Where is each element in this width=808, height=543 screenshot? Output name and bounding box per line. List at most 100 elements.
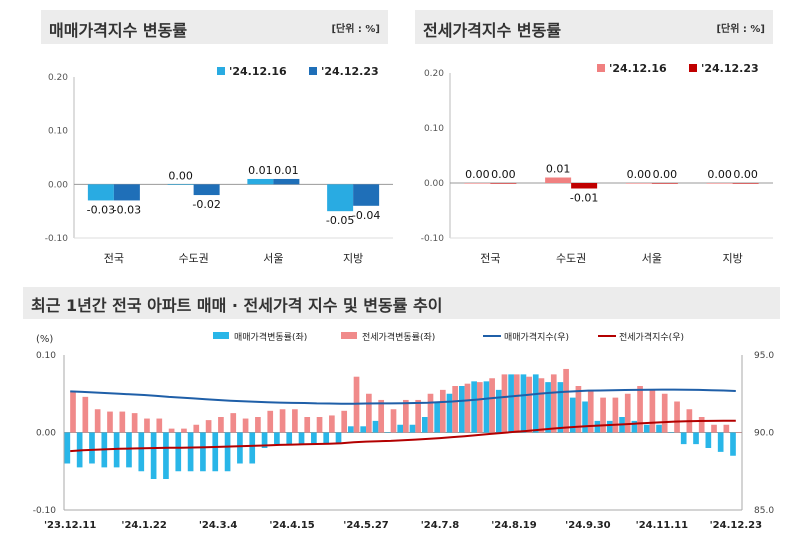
trend-bar-s1-1 xyxy=(82,396,89,433)
trend-bar-s1-13 xyxy=(230,413,237,433)
trend-bar-s1-33 xyxy=(476,382,483,433)
trend-bar-s1-28 xyxy=(415,399,421,433)
trend-bar-s1-48 xyxy=(661,393,668,433)
trend-bar-s1-34 xyxy=(489,378,495,433)
trend-bar-s1-45 xyxy=(624,393,631,433)
sale-unit: [단위 : %] xyxy=(331,24,380,35)
sale-bar-s0-1 xyxy=(167,184,194,185)
sale-bar-s1-2 xyxy=(273,178,300,185)
jeonse-category-3: 지방 xyxy=(723,252,743,265)
trend-bar-s1-46 xyxy=(637,386,643,433)
jeonse-category-0: 전국 xyxy=(480,252,500,265)
jeonse-legend-swatch-0 xyxy=(597,64,605,72)
trend-bar-s0-5 xyxy=(126,432,132,468)
sale-legend-label-0: '24.12.16 xyxy=(229,65,287,78)
trend-bar-s0-18 xyxy=(286,432,293,445)
trend-x-tick: '24.7.8 xyxy=(421,520,460,531)
jeonse-ytick: -0.10 xyxy=(421,234,445,244)
trend-bar-s0-38 xyxy=(532,374,539,433)
jeonse-bar-s0-3 xyxy=(706,183,733,184)
trend-bar-s1-20 xyxy=(316,417,323,433)
trend-left-tick: 0.10 xyxy=(36,351,56,361)
trend-bar-s1-22 xyxy=(341,410,348,433)
trend-bar-s1-16 xyxy=(267,410,274,433)
trend-bar-s1-10 xyxy=(193,424,200,433)
trend-bar-s0-26 xyxy=(385,432,391,433)
trend-legend-label-0: 매매가격변동률(좌) xyxy=(234,331,307,343)
trend-bar-s0-10 xyxy=(187,432,194,472)
trend-bar-s1-5 xyxy=(131,413,138,433)
jeonse-legend-label-0: '24.12.16 xyxy=(609,62,667,75)
trend-bar-s1-44 xyxy=(612,397,619,433)
sale-panel-title: 매매가격지수 변동률 [단위 : %] xyxy=(41,10,388,44)
trend-bar-s0-53 xyxy=(717,432,724,452)
trend-bar-s0-28 xyxy=(409,424,416,433)
trend-x-tick: '24.11.11 xyxy=(636,520,688,531)
trend-x-tick: '23.12.11 xyxy=(44,520,96,531)
trend-legend-swatch-1 xyxy=(341,332,357,339)
trend-left-tick: -0.10 xyxy=(33,506,57,516)
trend-bar-s0-25 xyxy=(372,420,379,433)
trend-bar-s1-17 xyxy=(279,409,286,433)
trend-legend-label-3: 전세가격지수(우) xyxy=(619,331,684,343)
jeonse-bar-s0-1 xyxy=(545,177,572,183)
trend-bar-s1-43 xyxy=(600,397,606,433)
sale-category-1: 수도권 xyxy=(178,252,208,265)
trend-bar-s0-27 xyxy=(397,424,403,433)
sale-ytick: 0.00 xyxy=(48,180,68,190)
jeonse-data-label-s1-3: 0.00 xyxy=(733,168,758,181)
trend-bar-s1-49 xyxy=(674,401,680,433)
sale-title-text: 매매가격지수 변동률 xyxy=(49,21,188,40)
trend-bar-s1-11 xyxy=(205,420,212,433)
trend-bar-s0-7 xyxy=(150,432,157,479)
jeonse-category-2: 서울 xyxy=(642,252,662,265)
sale-category-0: 전국 xyxy=(104,252,124,265)
trend-bar-s1-38 xyxy=(538,378,545,433)
sale-bar-s1-1 xyxy=(193,184,220,196)
sale-bar-s0-3 xyxy=(327,184,354,212)
trend-x-tick: '24.5.27 xyxy=(343,520,388,531)
trend-bar-s0-9 xyxy=(175,432,182,472)
trend-bar-s0-14 xyxy=(237,432,243,464)
trend-bar-s0-23 xyxy=(348,426,354,433)
trend-bar-s0-29 xyxy=(421,417,428,433)
trend-legend-label-2: 매매가격지수(우) xyxy=(504,331,569,343)
trend-panel-title: 최근 1년간 전국 아파트 매매 · 전세가격 지수 및 변동률 추이 xyxy=(23,287,780,319)
jeonse-ytick: 0.10 xyxy=(424,124,444,134)
trend-bar-s1-6 xyxy=(144,418,150,433)
trend-bar-s0-35 xyxy=(495,389,502,433)
trend-right-tick: 90.0 xyxy=(754,429,774,439)
trend-bar-s0-13 xyxy=(224,432,231,472)
sale-bar-s1-3 xyxy=(353,184,380,206)
trend-title-text: 최근 1년간 전국 아파트 매매 · 전세가격 지수 및 변동률 추이 xyxy=(31,296,443,315)
sale-category-2: 서울 xyxy=(263,252,283,265)
sale-ytick: -0.10 xyxy=(45,234,69,244)
sale-data-label-s0-0: -0.03 xyxy=(87,203,115,216)
sale-legend-label-1: '24.12.23 xyxy=(321,65,379,78)
jeonse-data-label-s1-0: 0.00 xyxy=(491,168,516,181)
trend-bar-s0-34 xyxy=(483,381,490,433)
trend-bar-s0-32 xyxy=(458,386,465,433)
trend-line-2 xyxy=(70,388,736,405)
trend-bar-s1-53 xyxy=(723,424,730,433)
trend-bar-s1-29 xyxy=(427,393,434,433)
trend-line-3 xyxy=(70,419,736,453)
trend-bar-s0-50 xyxy=(680,432,687,445)
trend-bar-s1-8 xyxy=(168,428,175,433)
trend-bar-s0-43 xyxy=(594,420,601,433)
trend-bar-s1-52 xyxy=(711,424,717,433)
trend-bar-s0-44 xyxy=(606,420,613,433)
trend-bar-s1-14 xyxy=(242,418,249,433)
trend-bar-s0-41 xyxy=(569,397,576,433)
trend-bar-s1-37 xyxy=(526,376,532,433)
sale-data-label-s1-1: -0.02 xyxy=(192,198,220,211)
trend-bar-s1-26 xyxy=(390,409,397,433)
jeonse-unit: [단위 : %] xyxy=(716,24,765,35)
trend-bar-s0-42 xyxy=(582,401,588,433)
sale-data-label-s0-3: -0.05 xyxy=(326,214,354,227)
trend-x-tick: '24.9.30 xyxy=(565,520,610,531)
trend-bar-s1-39 xyxy=(550,374,557,433)
jeonse-category-1: 수도권 xyxy=(556,252,586,265)
trend-bar-s1-30 xyxy=(439,389,446,433)
sale-data-label-s0-1: 0.00 xyxy=(168,169,193,182)
